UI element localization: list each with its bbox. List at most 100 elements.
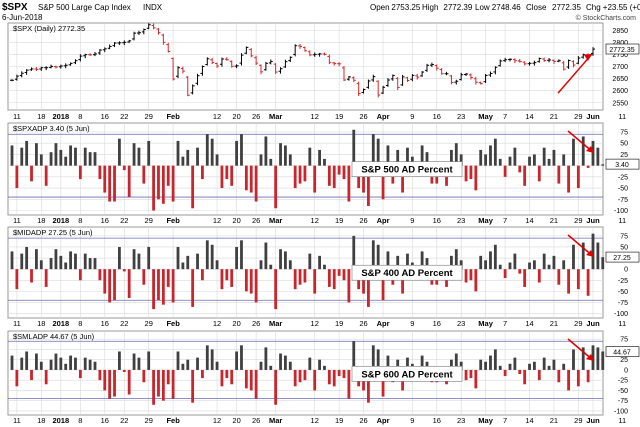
ad-bar [484,260,487,270]
x-tick-label: 12 [213,112,221,121]
x-tick-label: 12 [213,416,221,425]
ad-bar [567,165,570,193]
y-tick-label: -100 [614,408,628,415]
ad-bar [30,369,33,381]
ad-bar [464,165,468,182]
ad-bar [74,357,77,370]
x-tick-label: 12 [213,319,221,328]
ad-bar [323,365,326,370]
ad-bar [78,269,82,281]
ad-bar [132,249,136,270]
ad-bar [30,269,33,283]
panel-3: -100-75-50-250255075S&P 600 AD Percent$S… [7,330,640,425]
ad-bar [596,347,600,370]
ad-bar [371,134,375,166]
ad-bar [362,269,365,294]
ad-bar [10,145,14,166]
y-tick-label: 2550 [612,100,628,107]
watermark: © StockCharts.com [576,14,637,22]
x-tick-label: 29 [574,416,582,425]
x-tick-label: 9 [410,216,414,225]
ad-bar [557,165,561,184]
x-tick-label: 7 [503,319,507,328]
ad-bar [279,249,282,270]
x-tick-label: 9 [410,416,414,425]
ad-bar [181,262,185,270]
ad-bar [201,369,204,379]
ad-bar [69,251,72,270]
ad-bar [220,369,224,387]
ad-bar [147,351,151,370]
y-tick-label: -50 [618,186,628,193]
ad-bar [10,355,14,370]
ad-bar [20,357,24,370]
ad-bar [147,140,151,166]
x-tick-label: Mar [269,319,282,328]
ad-bar [601,164,605,166]
ad-bar [103,269,107,294]
ad-bar [576,269,580,290]
y-tick-label: 0 [624,367,628,374]
ad-bar [313,369,317,391]
ad-bar [298,165,302,184]
ad-bar [98,269,102,281]
ad-bar [181,156,185,166]
x-tick-label: 12 [311,112,319,121]
ad-bar [518,269,522,274]
x-tick-label: 16 [101,319,109,328]
ad-bar [171,369,175,399]
x-tick-label: 29 [145,416,153,425]
x-tick-label: 12 [311,216,319,225]
ohlc-label: Close [526,3,547,12]
ad-bar [503,165,507,177]
ad-bar [371,345,375,370]
ad-bar [542,357,546,370]
ad-bar [191,269,195,307]
ad-bar [113,165,116,202]
ad-bar [210,244,214,270]
ad-bar [508,262,512,270]
last-value-tag [605,251,640,263]
y-tick-label: -50 [618,289,628,296]
ad-bar [308,253,312,270]
ad-bar [274,369,278,405]
ad-bar [298,269,302,285]
ohlc-value: 2748.46 [492,3,521,12]
ad-bar [318,359,321,370]
ad-bar [166,369,170,385]
ad-bar [557,369,561,383]
ad-bar [210,138,214,166]
ohlc-label: High [422,3,438,12]
ad-bar [83,147,87,166]
ad-bar [352,129,356,166]
x-tick-label: 29 [145,112,153,121]
ad-bar [293,369,297,387]
ad-bar [215,361,219,370]
ad-bar [332,369,336,387]
ad-bar [464,269,468,283]
x-tick-label: Jun [586,112,600,121]
ad-bar [533,260,536,270]
x-tick-label: 11 [13,416,21,425]
ad-bar [469,165,473,180]
ad-bar [142,369,146,383]
ad-bar [337,269,341,276]
ad-bar [337,165,341,175]
ad-bar [410,156,414,166]
x-tick-label: 21 [550,216,558,225]
x-tick-label: 26 [252,112,260,121]
ad-bar [78,165,82,180]
ad-bar [513,147,517,166]
ad-bar [230,165,234,186]
ad-bar [196,253,199,270]
ad-bar [244,165,248,191]
ad-bar [513,253,517,270]
ad-bar [69,355,72,370]
x-tick-label: 16 [433,319,441,328]
ad-bar [176,140,180,166]
ad-bar [249,269,253,294]
x-tick-label: 23 [457,216,465,225]
ad-bar [259,260,263,270]
ad-bar [142,269,146,285]
